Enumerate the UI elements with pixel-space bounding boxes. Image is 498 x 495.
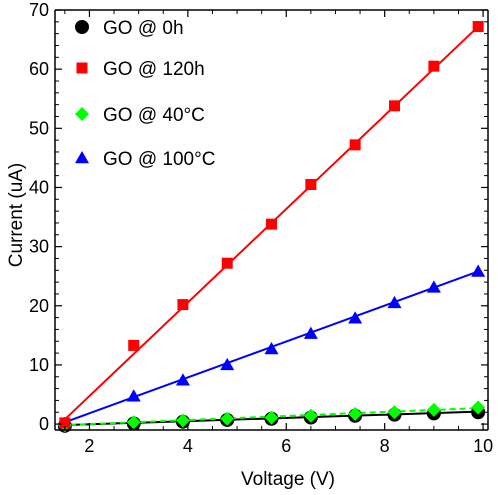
y-tick-label: 0 (39, 414, 49, 434)
data-point-series-2-7 (387, 405, 402, 420)
x-tick-label: 10 (473, 436, 493, 456)
x-tick-label: 6 (281, 436, 291, 456)
y-tick-label: 50 (29, 118, 49, 138)
y-tick-label: 40 (29, 177, 49, 197)
data-point-series-3-4 (264, 341, 279, 355)
legend: GO @ 0h GO @ 120h GO @ 40°C GO @ 100°C (75, 18, 215, 170)
y-tick-label: 20 (29, 296, 49, 316)
data-point-series-2-2 (175, 413, 190, 428)
data-point-series-1-6 (349, 139, 361, 151)
data-point-series-2-1 (126, 415, 141, 430)
data-point-series-3-8 (426, 280, 441, 293)
legend-marker-3 (75, 151, 89, 164)
data-point-series-3-7 (387, 295, 402, 309)
data-point-series-1-9 (472, 21, 484, 33)
legend-marker-0 (75, 20, 89, 34)
data-point-series-3-5 (303, 326, 318, 339)
legend-marker-1 (76, 62, 88, 74)
legend-label-2: GO @ 40°C (103, 105, 205, 126)
data-point-series-3-1 (126, 389, 141, 402)
data-point-series-1-1 (128, 339, 140, 351)
data-point-series-2-9 (471, 400, 486, 415)
x-axis-title: Voltage (V) (241, 469, 335, 490)
y-tick-label: 30 (29, 237, 49, 257)
y-axis-title: Current (uA) (6, 163, 27, 268)
x-tick-label: 2 (84, 436, 94, 456)
data-point-series-2-4 (264, 410, 279, 425)
data-point-series-1-3 (221, 257, 233, 269)
data-point-series-2-6 (348, 407, 363, 422)
x-tick-label: 4 (183, 436, 193, 456)
data-point-series-3-2 (175, 373, 190, 386)
data-point-series-1-8 (428, 60, 440, 72)
data-point-series-1-7 (389, 100, 401, 112)
data-point-series-2-5 (303, 408, 318, 423)
plot-group (57, 21, 486, 433)
legend-marker-2 (75, 107, 89, 121)
y-tick-label: 70 (29, 0, 49, 20)
data-point-series-3-9 (471, 264, 486, 277)
data-point-series-3-6 (348, 311, 363, 324)
legend-label-0: GO @ 0h (103, 18, 184, 39)
data-point-series-2-3 (220, 411, 235, 426)
data-point-series-2-8 (426, 402, 441, 417)
y-tick-label: 60 (29, 59, 49, 79)
data-point-series-3-3 (220, 357, 235, 371)
x-tick-label: 8 (380, 436, 390, 456)
legend-label-3: GO @ 100°C (103, 149, 215, 170)
data-point-series-1-4 (266, 218, 277, 230)
data-point-series-1-5 (305, 179, 317, 191)
legend-label-1: GO @ 120h (103, 59, 205, 80)
data-point-series-1-0 (59, 417, 71, 429)
data-point-series-1-2 (177, 299, 189, 311)
y-tick-label: 10 (29, 355, 49, 375)
axes-group: 2 4 6 8 10 0 10 20 30 40 50 60 70 (29, 0, 493, 456)
